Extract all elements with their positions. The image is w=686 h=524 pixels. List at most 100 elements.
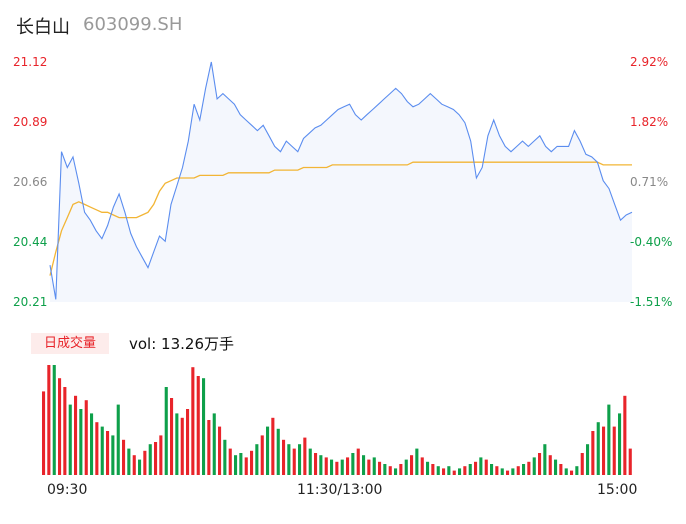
- volume-bar: [127, 448, 131, 475]
- price-area: [50, 62, 632, 302]
- volume-bar: [495, 466, 499, 475]
- volume-bar: [106, 431, 110, 475]
- volume-bar: [426, 461, 430, 475]
- volume-bar: [506, 470, 510, 475]
- volume-bar: [228, 448, 232, 475]
- volume-bar: [250, 450, 254, 475]
- volume-bar: [447, 466, 451, 475]
- volume-bar: [452, 470, 456, 475]
- volume-bar: [266, 426, 270, 475]
- volume-bar: [314, 453, 318, 475]
- volume-bar: [132, 455, 136, 475]
- x-tick-midday: 11:30/13:00: [297, 482, 383, 498]
- volume-bar: [596, 422, 600, 475]
- stock-name: 长白山: [16, 17, 70, 38]
- volume-bar: [543, 444, 547, 475]
- volume-bar: [47, 365, 51, 475]
- volume-bar: [116, 404, 120, 475]
- volume-bar: [575, 466, 579, 475]
- volume-bar: [479, 457, 483, 475]
- volume-bar: [591, 431, 595, 475]
- volume-bar: [367, 459, 371, 475]
- volume-bar: [415, 448, 419, 475]
- volume-bar: [458, 468, 462, 475]
- price-line: [49, 61, 633, 300]
- volume-bar: [255, 444, 259, 475]
- volume-bar: [532, 457, 536, 475]
- volume-bar: [586, 444, 590, 475]
- volume-bar: [372, 457, 376, 475]
- volume-readout: vol: 13.26万手: [129, 335, 234, 353]
- volume-bar: [538, 453, 542, 475]
- volume-bar: [399, 464, 403, 475]
- volume-bar: [628, 448, 632, 475]
- volume-bar: [324, 457, 328, 475]
- volume-bar: [490, 464, 494, 475]
- volume-bar: [404, 459, 408, 475]
- volume-bar: [340, 459, 344, 475]
- volume-bar: [335, 461, 339, 475]
- volume-bar: [607, 404, 611, 475]
- volume-bar: [554, 459, 558, 475]
- volume-bar: [602, 426, 606, 475]
- volume-bar: [522, 464, 526, 475]
- volume-bar: [298, 444, 302, 475]
- volume-bar: [111, 435, 115, 475]
- y-tick-left-4: 20.21: [13, 295, 48, 309]
- volume-bar: [548, 455, 552, 475]
- volume-bar: [191, 367, 195, 475]
- volume-bar: [186, 409, 190, 475]
- volume-bar: [234, 455, 238, 475]
- volume-bar: [100, 426, 104, 475]
- volume-bar: [351, 453, 355, 475]
- volume-bar: [239, 453, 243, 475]
- volume-bar: [148, 444, 152, 475]
- volume-bar: [356, 448, 360, 475]
- volume-bar: [42, 391, 46, 475]
- volume-bar: [383, 464, 387, 475]
- y-tick-left-3: 20.44: [13, 235, 48, 249]
- volume-bar: [618, 413, 622, 475]
- volume-bar: [287, 444, 291, 475]
- volume-bar: [202, 378, 206, 475]
- stock-code: 603099.SH: [83, 14, 183, 35]
- volume-bar: [84, 400, 88, 475]
- volume-bar: [623, 395, 627, 475]
- volume-bar: [330, 459, 334, 475]
- volume-bar: [474, 461, 478, 475]
- volume-bar: [223, 439, 227, 475]
- volume-bar: [260, 435, 264, 475]
- volume-bar: [58, 378, 62, 475]
- volume-bar: [52, 365, 56, 475]
- y-tick-left-1: 20.89: [13, 115, 48, 129]
- volume-bar: [170, 398, 174, 475]
- volume-bar: [282, 439, 286, 475]
- daily-volume-tag[interactable]: 日成交量: [31, 333, 109, 354]
- volume-bar: [511, 468, 515, 475]
- volume-bar: [159, 435, 163, 475]
- volume-bar: [500, 468, 504, 475]
- volume-bar: [68, 404, 72, 475]
- volume-bar: [580, 453, 584, 475]
- volume-bar: [308, 448, 312, 475]
- y-tick-left-0: 21.12: [13, 55, 48, 69]
- volume-bar: [319, 455, 323, 475]
- volume-bar: [303, 437, 307, 475]
- volume-bar: [212, 413, 216, 475]
- volume-bar: [180, 417, 184, 475]
- volume-bar: [463, 466, 467, 475]
- volume-bar: [218, 426, 222, 475]
- volume-bar: [362, 455, 366, 475]
- volume-bar: [207, 420, 211, 475]
- volume-bar: [420, 457, 424, 475]
- volume-bar: [388, 466, 392, 475]
- average-price-line: [49, 161, 632, 276]
- volume-bar: [138, 459, 142, 475]
- y-tick-right-2: 0.71%: [630, 175, 669, 189]
- volume-bar: [95, 422, 99, 475]
- volume-bar: [570, 470, 574, 475]
- volume-bar: [175, 413, 179, 475]
- volume-bar: [394, 468, 398, 475]
- volume-bar: [484, 459, 488, 475]
